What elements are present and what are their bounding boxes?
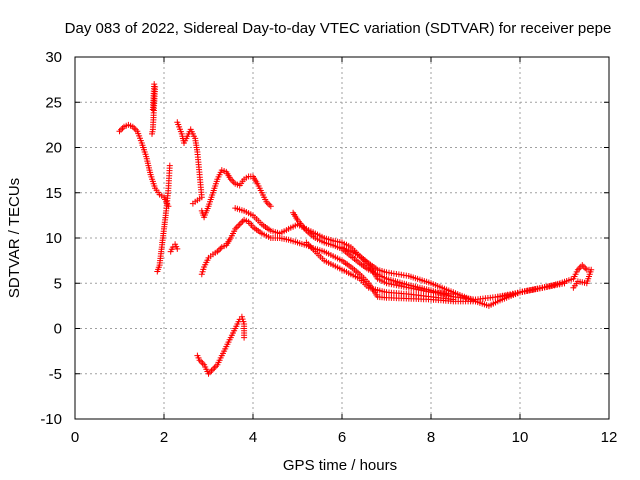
- y-tick-label: 25: [45, 94, 62, 111]
- y-tick-label: 15: [45, 185, 62, 202]
- data-series-arc-4: [167, 241, 181, 255]
- x-tick-label: 4: [249, 429, 257, 446]
- axis-ticks: [74, 56, 610, 420]
- x-axis-label: GPS time / hours: [283, 457, 397, 474]
- y-tick-label: 0: [54, 321, 62, 338]
- chart-title: Day 083 of 2022, Sidereal Day-to-day VTE…: [65, 20, 612, 37]
- x-tick-label: 8: [427, 429, 435, 446]
- y-tick-label: 20: [45, 140, 62, 157]
- y-tick-label: -10: [40, 411, 62, 428]
- data-series-arc-1: [116, 121, 172, 210]
- x-tick-label: 0: [71, 429, 79, 446]
- y-tick-label: 30: [45, 49, 62, 66]
- y-tick-label: -5: [49, 366, 62, 383]
- tick-labels: 0 2 4 6 8 10 12 -10 -5 0 5 10 15 20 25 30: [40, 49, 617, 446]
- data-series-arc-6: [198, 167, 274, 221]
- data-series-arc-12: [194, 313, 248, 377]
- data-series-arc-5: [174, 119, 205, 207]
- data-series-arc-2: [149, 81, 159, 137]
- y-tick-label: 5: [54, 275, 62, 292]
- grid: [75, 57, 609, 419]
- data-series-arc-10: [303, 239, 457, 303]
- data-points: [116, 81, 595, 377]
- x-tick-label: 10: [512, 429, 529, 446]
- x-tick-label: 2: [160, 429, 168, 446]
- x-tick-label: 6: [338, 429, 346, 446]
- data-series-arc-3: [154, 162, 173, 275]
- data-series-arc-13: [494, 262, 595, 300]
- x-tick-label: 12: [601, 429, 618, 446]
- data-series-arc-11: [339, 244, 457, 298]
- y-axis-label: SDTVAR / TECUs: [6, 178, 23, 298]
- data-series-arc-7: [198, 216, 479, 305]
- y-tick-label: 10: [45, 230, 62, 247]
